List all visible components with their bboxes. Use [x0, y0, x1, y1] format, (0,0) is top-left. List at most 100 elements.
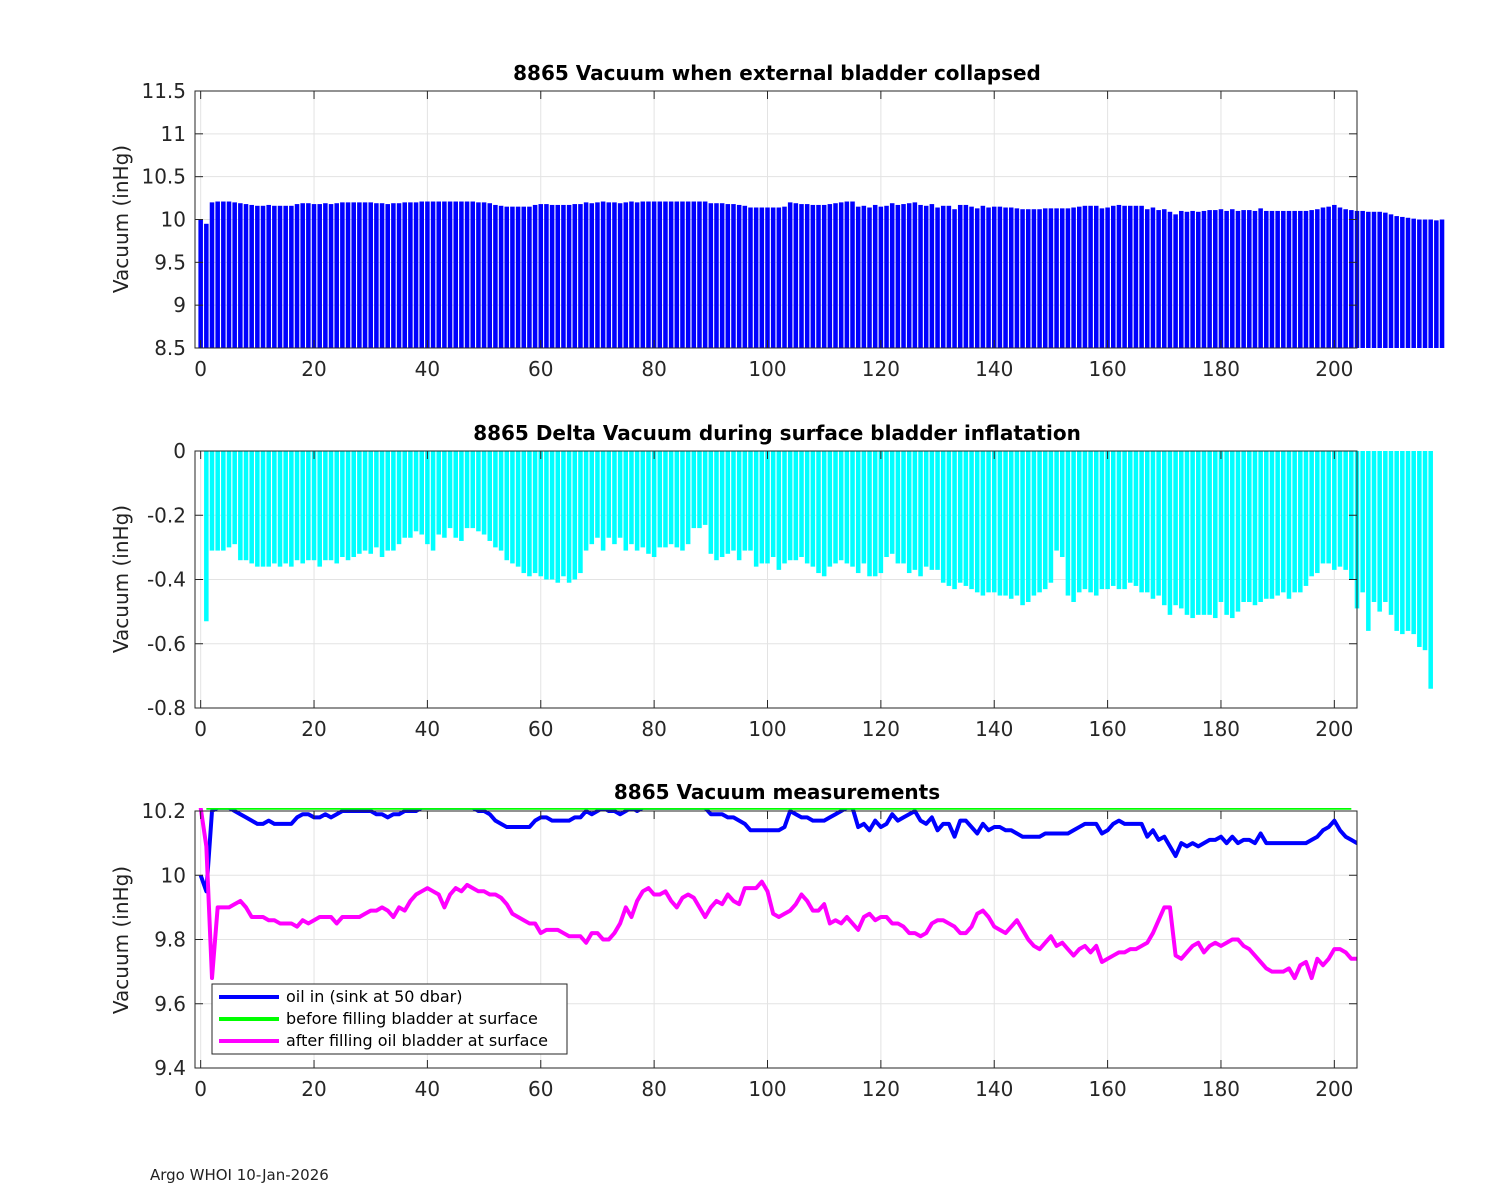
bar: [300, 451, 305, 564]
bar: [323, 451, 328, 561]
bar: [1388, 451, 1394, 615]
bar: [1031, 451, 1037, 596]
bar: [1298, 210, 1303, 348]
ticks: 0 20 40 60 80 100 120 140 160 180 200 9.4 9.6 9.8 10 10…: [141, 799, 1357, 1101]
bar: [1139, 205, 1144, 348]
bar: [1190, 210, 1195, 348]
y-axis-label: Vacuum (inHg): [109, 505, 133, 653]
bar: [209, 202, 215, 348]
bar: [1264, 210, 1269, 348]
bar: [623, 451, 629, 551]
bar: [215, 201, 220, 348]
x-tick-label: 160: [1089, 717, 1127, 741]
bar: [838, 202, 844, 348]
bar: [470, 451, 476, 529]
bar: [929, 451, 935, 570]
bar: [243, 451, 249, 561]
x-tick-label: 120: [862, 717, 900, 741]
bar: [578, 451, 583, 574]
bar: [1179, 210, 1184, 348]
bar: [204, 223, 209, 348]
bar: [923, 205, 929, 348]
bar: [1258, 451, 1263, 602]
bar: [572, 204, 578, 348]
bar: [816, 451, 821, 574]
bar: [1088, 205, 1093, 348]
bar: [719, 451, 725, 558]
legend-label-before-filling: before filling bladder at surface: [286, 1009, 538, 1028]
bar: [787, 451, 793, 561]
bar: [719, 203, 725, 348]
bar: [345, 202, 351, 348]
ticks: 0 20 40 60 80 100 120 140 160 180 200 8.5 9 9.5 10 10.5…: [141, 79, 1357, 381]
bar: [782, 451, 787, 564]
bar: [1179, 451, 1184, 609]
bar: [294, 451, 300, 561]
bar: [1377, 451, 1382, 612]
bar: [986, 451, 991, 593]
bar: [793, 203, 799, 348]
bar: [1003, 207, 1008, 348]
bar: [912, 202, 918, 348]
bar: [1020, 209, 1025, 348]
bar: [753, 451, 759, 567]
chart-title: 8865 Vacuum when external bladder collap…: [513, 61, 1041, 85]
bar: [583, 451, 589, 551]
bar: [1275, 451, 1280, 596]
bar: [255, 205, 260, 348]
bar: [810, 451, 816, 567]
bar: [538, 451, 544, 577]
bar: [923, 451, 929, 567]
bar: [1394, 216, 1399, 348]
bar: [289, 451, 294, 567]
bar: [663, 201, 668, 348]
bar: [379, 203, 385, 348]
bar: [317, 204, 322, 348]
bar: [991, 451, 997, 593]
bar: [901, 204, 906, 348]
bar: [1190, 451, 1195, 619]
bar: [1173, 451, 1178, 606]
bar: [1076, 451, 1082, 593]
y-tick-label: -0.2: [147, 503, 186, 527]
bar: [351, 451, 356, 558]
bar: [1360, 210, 1365, 348]
bar: [589, 451, 595, 545]
bar: [929, 204, 935, 348]
bar: [1145, 209, 1150, 348]
bar: [952, 209, 957, 348]
bar: [1422, 219, 1428, 348]
bar: [1320, 207, 1326, 348]
bar: [1428, 451, 1433, 689]
bar: [1139, 451, 1144, 593]
y-tick-label: 9.5: [154, 250, 186, 274]
x-tick-label: 160: [1089, 1077, 1127, 1101]
bar: [1128, 451, 1133, 583]
bar: [1196, 211, 1201, 348]
bar: [334, 203, 339, 348]
bar: [481, 451, 487, 535]
bar: [844, 451, 850, 564]
bar: [1275, 210, 1280, 348]
bar: [1377, 211, 1382, 348]
bar: [1366, 211, 1371, 348]
bar: [1303, 210, 1309, 348]
bar: [527, 206, 532, 348]
bar: [1133, 451, 1139, 586]
bar: [566, 204, 572, 348]
bar: [1349, 210, 1354, 348]
bar: [226, 451, 232, 548]
bar: [487, 203, 493, 348]
bar: [260, 205, 266, 348]
bar: [357, 202, 362, 348]
x-tick-label: 100: [748, 357, 786, 381]
bar: [1054, 208, 1059, 348]
bar: [895, 451, 901, 564]
bar: [425, 201, 430, 348]
bar: [385, 204, 390, 348]
bar: [697, 201, 702, 348]
bar: [1247, 210, 1252, 348]
bar: [612, 202, 617, 348]
bar: [504, 206, 510, 348]
